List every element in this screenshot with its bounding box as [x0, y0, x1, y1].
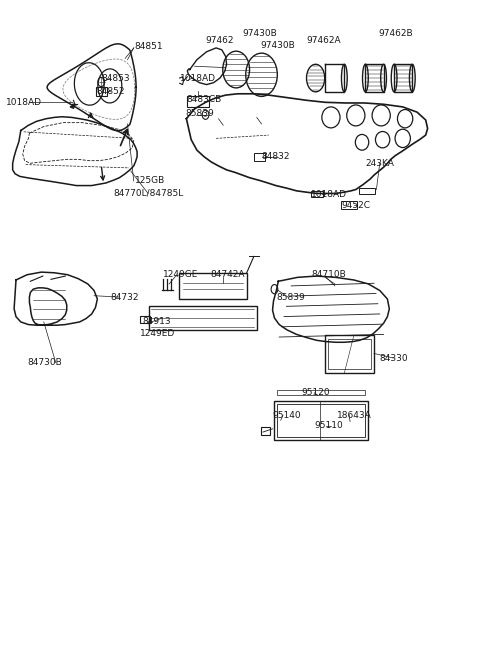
Text: 84852: 84852 [96, 87, 125, 96]
Bar [149, 306, 257, 330]
Text: 84913: 84913 [142, 317, 170, 327]
Text: 84730B: 84730B [27, 358, 62, 367]
Text: 84851: 84851 [135, 42, 163, 51]
Text: 9452C: 9452C [341, 201, 371, 210]
Text: 97462: 97462 [205, 35, 234, 45]
Text: 84710B: 84710B [312, 270, 347, 279]
Bar [261, 428, 270, 436]
Bar [341, 201, 357, 209]
Text: 125GB: 125GB [135, 177, 165, 185]
Text: 84770L/84785L: 84770L/84785L [113, 189, 183, 198]
Bar [359, 187, 375, 194]
Polygon shape [70, 104, 75, 108]
Text: 97462B: 97462B [379, 29, 413, 38]
Bar [311, 191, 323, 197]
Text: 1249GE: 1249GE [162, 270, 198, 279]
Text: 1018AD: 1018AD [180, 74, 216, 83]
Text: 95110: 95110 [314, 421, 343, 430]
Text: 85839: 85839 [185, 109, 214, 118]
Text: 8483CB: 8483CB [186, 95, 222, 104]
Bar [96, 87, 107, 97]
Text: 18643A: 18643A [336, 411, 372, 420]
Text: 97462A: 97462A [306, 35, 341, 45]
Text: 1018AD: 1018AD [5, 98, 41, 107]
Text: 1018AD: 1018AD [311, 190, 347, 198]
Text: 97430B: 97430B [242, 29, 277, 38]
Text: 95120: 95120 [301, 388, 330, 397]
Bar [328, 339, 371, 369]
Text: 243KA: 243KA [365, 159, 394, 168]
Bar [277, 404, 365, 437]
Text: 97430B: 97430B [260, 41, 295, 50]
Text: 1249ED: 1249ED [140, 329, 175, 338]
Text: 84732: 84732 [111, 292, 139, 302]
Text: 85839: 85839 [276, 292, 305, 302]
Bar [254, 153, 265, 161]
Text: 84742A: 84742A [210, 270, 245, 279]
Text: 84832: 84832 [262, 152, 290, 161]
Bar [277, 390, 365, 396]
Bar [325, 335, 374, 373]
Text: 84853: 84853 [101, 74, 130, 83]
Bar [187, 97, 209, 107]
Bar [141, 316, 150, 323]
Text: 84330: 84330 [380, 353, 408, 363]
Bar [275, 401, 368, 440]
Text: 95140: 95140 [273, 411, 301, 420]
